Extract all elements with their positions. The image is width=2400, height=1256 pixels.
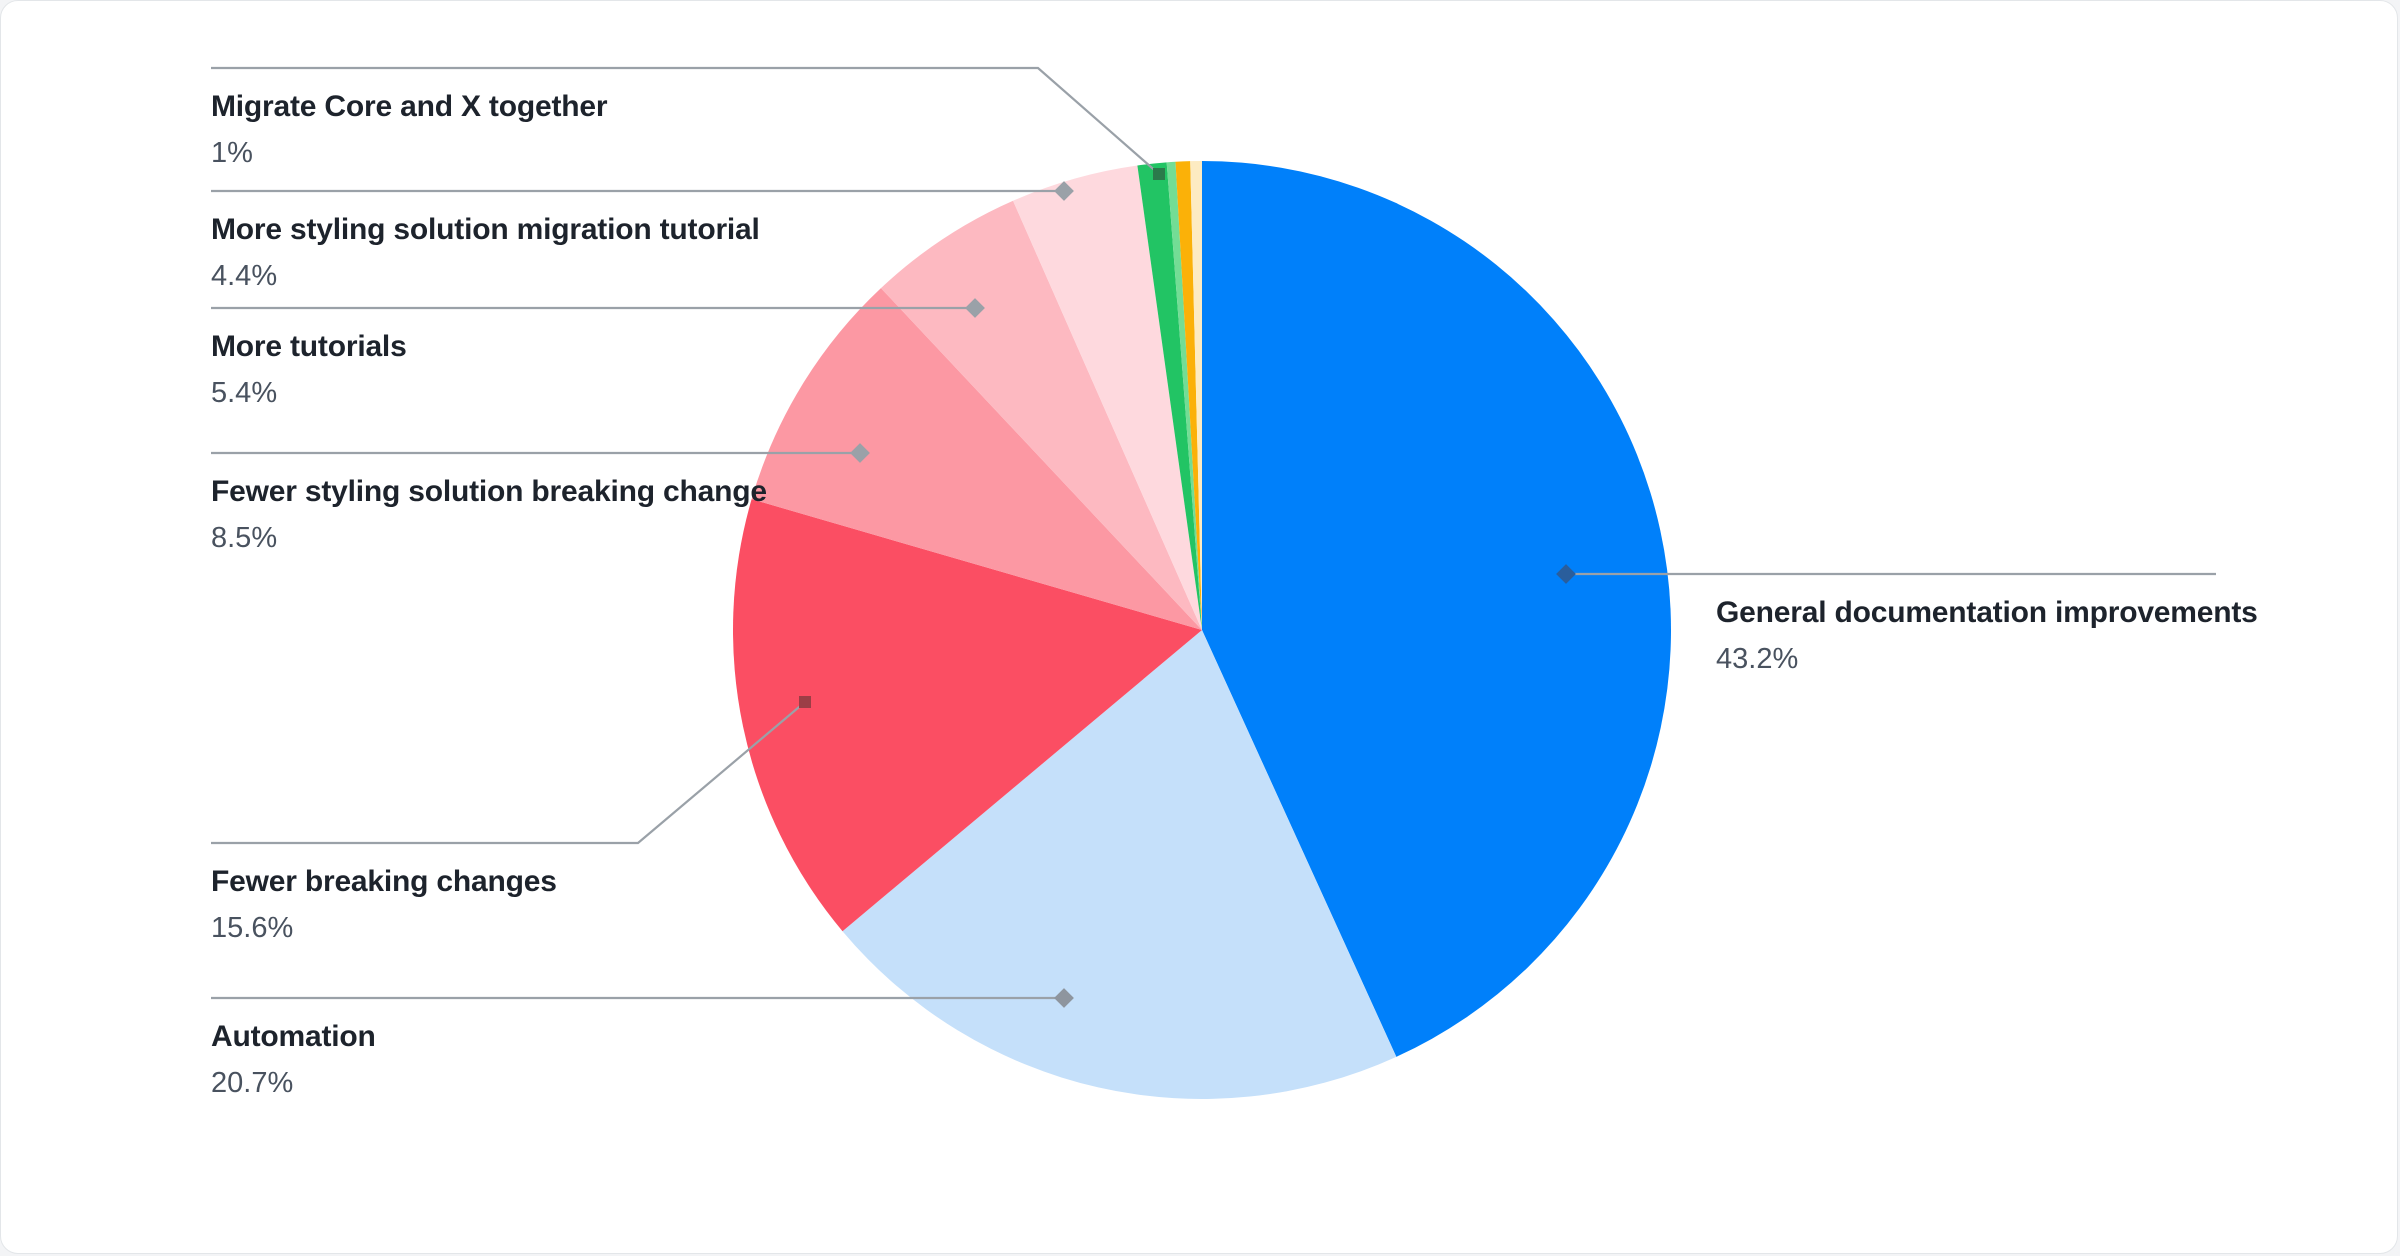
pie-slice-automation[interactable] (842, 630, 1397, 1100)
pie-slice-more-styling-solution-migration-tutorial[interactable] (1013, 165, 1202, 630)
pie-slice-unlabeled-amber[interactable] (1175, 161, 1202, 630)
marker-more-tutorials (965, 298, 985, 318)
marker-general-documentation-improvements (1556, 564, 1576, 584)
marker-migrate-core-and-x-together (1153, 168, 1165, 180)
leader-line-fewer-breaking-changes (211, 701, 806, 845)
pie-slice-fewer-breaking-changes[interactable] (732, 499, 1202, 932)
pie-slice-fewer-styling-solution-breaking-change[interactable] (751, 288, 1202, 630)
leader-line-migrate-core-and-x-together (211, 66, 1160, 175)
pie-slice-unlabeled-cream[interactable] (1190, 161, 1202, 630)
pie-slice-migrate-core-and-x-together[interactable] (1137, 162, 1202, 630)
marker-more-styling-solution-migration-tutorial (1054, 181, 1074, 201)
marker-automation (1054, 988, 1074, 1008)
marker-fewer-breaking-changes (799, 696, 811, 708)
marker-fewer-styling-solution-breaking-change (850, 443, 870, 463)
pie-slice-general-documentation-improvements[interactable] (1202, 161, 1671, 1057)
pie-slice-unlabeled-light-green[interactable] (1166, 161, 1202, 630)
